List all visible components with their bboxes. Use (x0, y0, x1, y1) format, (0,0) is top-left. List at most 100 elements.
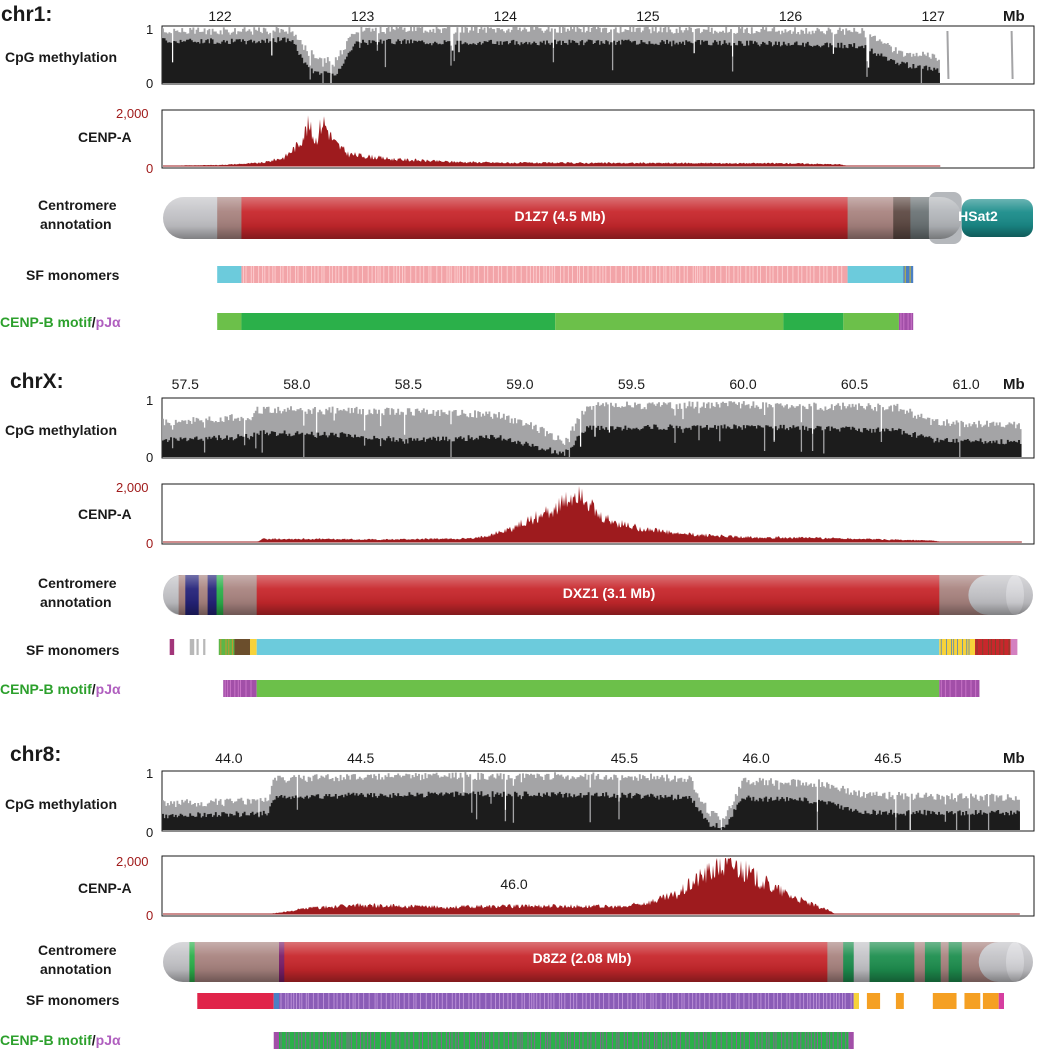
cenpa-label: CENP-A (78, 880, 132, 896)
annotation-shading (163, 197, 962, 239)
x-tick-label: 44.5 (347, 750, 374, 766)
motif-segment (223, 680, 257, 697)
methylation-track (162, 401, 1022, 457)
motif-stripes (280, 1032, 847, 1049)
motif-label: CENP-B motif/pJα (0, 681, 121, 697)
x-tick-label: 59.5 (618, 376, 645, 392)
x-tick-label: 45.5 (611, 750, 638, 766)
annotation-label-line1: Centromere (38, 575, 117, 591)
motif-label: CENP-B motif/pJα (0, 1032, 121, 1048)
cenpb-motif-track (273, 1032, 854, 1049)
sf-monomer-segment (234, 639, 250, 655)
sf-monomer-stripes (976, 639, 1010, 655)
cenpb-motif-label: CENP-B motif (0, 314, 92, 330)
motif-segment (217, 313, 242, 330)
annotation-label-line1: Centromere (38, 942, 117, 958)
array-label: D1Z7 (4.5 Mb) (514, 208, 605, 224)
sf-monomer-segment (982, 993, 999, 1009)
sf-monomer-segment (1010, 639, 1018, 655)
cenpa-label: CENP-A (78, 129, 132, 145)
sf-monomer-segment (866, 993, 881, 1009)
motif-segment (256, 680, 940, 697)
cenpa-frame (161, 109, 1035, 169)
sf-monomer-stripes (904, 266, 911, 283)
methylation-label: CpG methylation (5, 796, 117, 812)
methylation-frame (161, 397, 1035, 459)
sf-monomer-segment (279, 993, 854, 1009)
x-tick-label: 122 (208, 8, 232, 24)
methylation-dark-series (162, 791, 1020, 830)
annotation-label-line2: annotation (40, 216, 112, 232)
x-tick-label: 45.0 (479, 750, 506, 766)
sf-monomers-track (169, 639, 1018, 655)
methylation-track (162, 27, 1014, 83)
motif-slash: / (92, 681, 96, 697)
centromere-annotation-bar (163, 942, 1033, 982)
methylation-isolated-mark (1010, 30, 1014, 80)
sf-monomer-segment (964, 993, 981, 1009)
sf-monomer-segment (256, 639, 940, 655)
annotation-label-line2: annotation (40, 594, 112, 610)
motif-segment (939, 680, 980, 697)
motif-segment (783, 313, 844, 330)
array-label: DXZ1 (3.1 Mb) (563, 585, 656, 601)
methylation-ymax: 1 (146, 393, 153, 408)
x-tick-label: 58.5 (395, 376, 422, 392)
cenpa-ymin: 0 (146, 536, 153, 551)
sf-monomers-label: SF monomers (26, 267, 120, 283)
chromosome-title: chr1: (1, 3, 52, 26)
sf-monomer-segment (932, 993, 957, 1009)
x-axis-ticks: 44.0 44.5 45.0 45.5 46.0 46.5 (215, 750, 902, 766)
cenpb-motif-label: CENP-B motif (0, 681, 92, 697)
x-tick-label: 127 (921, 8, 945, 24)
x-tick-label: 44.0 (215, 750, 242, 766)
floating-axis-note: 46.0 (500, 876, 527, 892)
cenpb-motif-track (223, 680, 980, 697)
motif-slash: / (92, 1032, 96, 1048)
cenpa-track (163, 858, 1020, 915)
x-tick-label: 126 (779, 8, 803, 24)
cenpa-signal (163, 858, 1020, 914)
methylation-label: CpG methylation (5, 422, 117, 438)
axis-unit-label: Mb (1003, 750, 1025, 767)
pj-alpha-label: pJα (96, 1032, 121, 1048)
methylation-dark-series (162, 424, 1022, 457)
cenpa-ymin: 0 (146, 161, 153, 176)
sf-monomer-stripes (280, 993, 852, 1009)
sf-monomers-track (197, 993, 1004, 1009)
methylation-frame (161, 770, 1035, 832)
x-tick-label: 125 (636, 8, 660, 24)
sf-monomers-label: SF monomers (26, 642, 120, 658)
annotation-label-line1: Centromere (38, 197, 117, 213)
x-tick-label: 57.5 (172, 376, 199, 392)
panel-chr8: chr8: Mb 44.0 44.5 45.0 45.5 46.0 46.5 CpG me… (0, 743, 1035, 1049)
sf-monomer-segment (998, 993, 1004, 1009)
annotation-shading (163, 942, 1033, 982)
hsat-shading (961, 199, 1033, 237)
motif-segment (241, 313, 556, 330)
sf-monomer-segment (903, 266, 914, 283)
cenpa-ymax: 2,000 (116, 854, 149, 869)
cenpa-frame (161, 855, 1035, 917)
sf-monomer-segment (273, 993, 279, 1009)
sf-monomer-stripes (940, 639, 970, 655)
cenpa-signal (163, 115, 941, 166)
sf-monomer-segment (250, 639, 257, 655)
hsat-label: HSat2 (958, 208, 998, 224)
sf-monomers-track (217, 266, 914, 283)
x-tick-label: 60.0 (729, 376, 756, 392)
motif-stripes (224, 680, 252, 697)
cenpa-ymax: 2,000 (116, 106, 149, 121)
cenpa-label: CENP-A (78, 506, 132, 522)
motif-slash: / (92, 314, 96, 330)
chromosome-title: chrX: (10, 370, 64, 393)
motif-segment (555, 313, 784, 330)
pj-alpha-label: pJα (96, 681, 121, 697)
motif-stripes (900, 313, 912, 330)
panel-chr1: chr1: Mb 122 123 124 125 126 127 CpG methylat… (0, 3, 1035, 330)
methylation-ymin: 0 (146, 76, 153, 91)
methylation-ymin: 0 (146, 825, 153, 840)
pj-alpha-label: pJα (96, 314, 121, 330)
x-tick-label: 60.5 (841, 376, 868, 392)
cenpb-motif-label: CENP-B motif (0, 1032, 92, 1048)
